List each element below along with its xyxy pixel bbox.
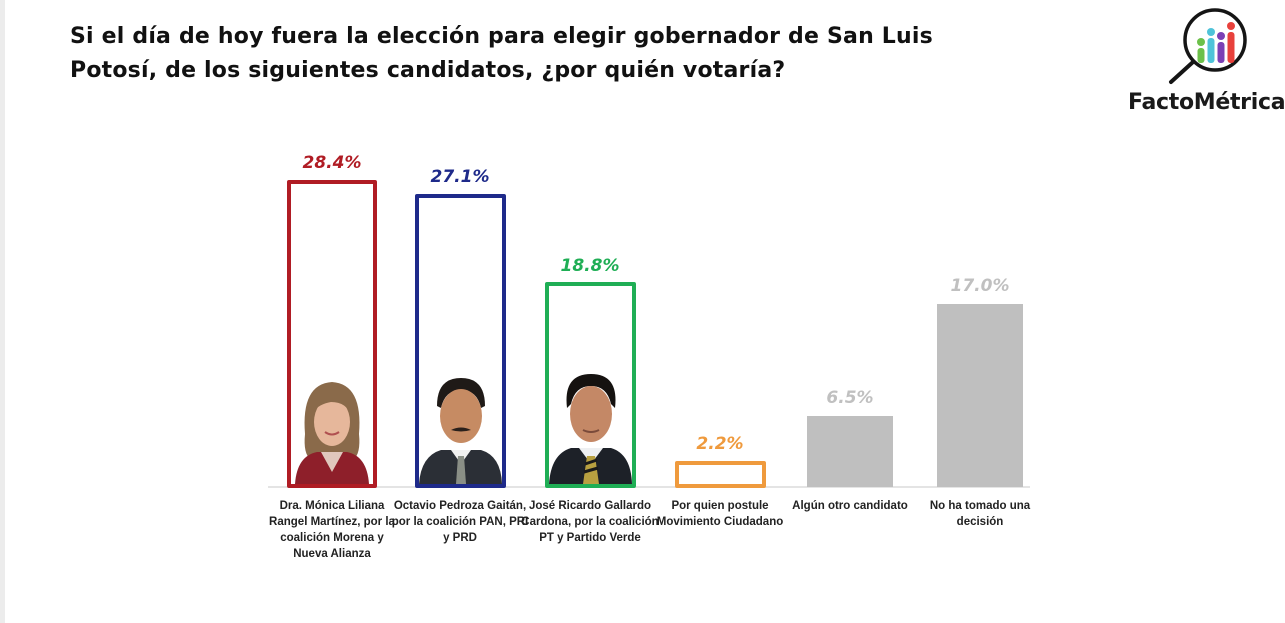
bar-value-label: 17.0% bbox=[950, 276, 1010, 296]
category-label: Octavio Pedroza Gaitán, por la coalición… bbox=[391, 500, 529, 544]
left-edge-strip bbox=[0, 0, 5, 623]
category-label: Algún otro candidato bbox=[792, 500, 908, 512]
magnifier-people-icon bbox=[1169, 8, 1247, 84]
category-label: Por quien postule Movimiento Ciudadano bbox=[656, 500, 784, 528]
bar-pt-verde bbox=[545, 282, 636, 488]
bar-no-decision bbox=[937, 304, 1023, 487]
chart-title-line-2: Potosí, de los siguientes candidatos, ¿p… bbox=[70, 58, 786, 83]
bar-value-label: 27.1% bbox=[430, 167, 490, 187]
bar-otro-candidato bbox=[807, 416, 893, 487]
bar-movimiento-ciudadano bbox=[675, 461, 766, 488]
bar-morena bbox=[287, 180, 377, 488]
bar-value-label: 2.2% bbox=[696, 434, 744, 454]
portrait-man-mustache-photo bbox=[419, 364, 502, 484]
portrait-man-young-photo bbox=[549, 364, 632, 484]
factometrica-logo: FactoMétrica bbox=[1125, 4, 1285, 119]
bar-value-label: 6.5% bbox=[826, 388, 874, 408]
bar-value-label: 28.4% bbox=[302, 153, 362, 173]
chart-baseline bbox=[268, 486, 1030, 488]
chart-title: Si el día de hoy fuera la elección para … bbox=[70, 20, 950, 88]
category-label: No ha tomado una decisión bbox=[929, 500, 1031, 528]
bar-value-label: 18.8% bbox=[560, 256, 620, 276]
logo-wordmark: FactoMétrica bbox=[1128, 90, 1285, 115]
category-label: Dra. Mónica Liliana Rangel Martínez, por… bbox=[269, 500, 395, 560]
chart-title-line-1: Si el día de hoy fuera la elección para … bbox=[70, 24, 933, 49]
bar-pan-pri-prd bbox=[415, 194, 506, 488]
category-label: José Ricardo Gallardo Cardona, por la co… bbox=[521, 500, 659, 544]
portrait-woman-photo bbox=[291, 364, 373, 484]
